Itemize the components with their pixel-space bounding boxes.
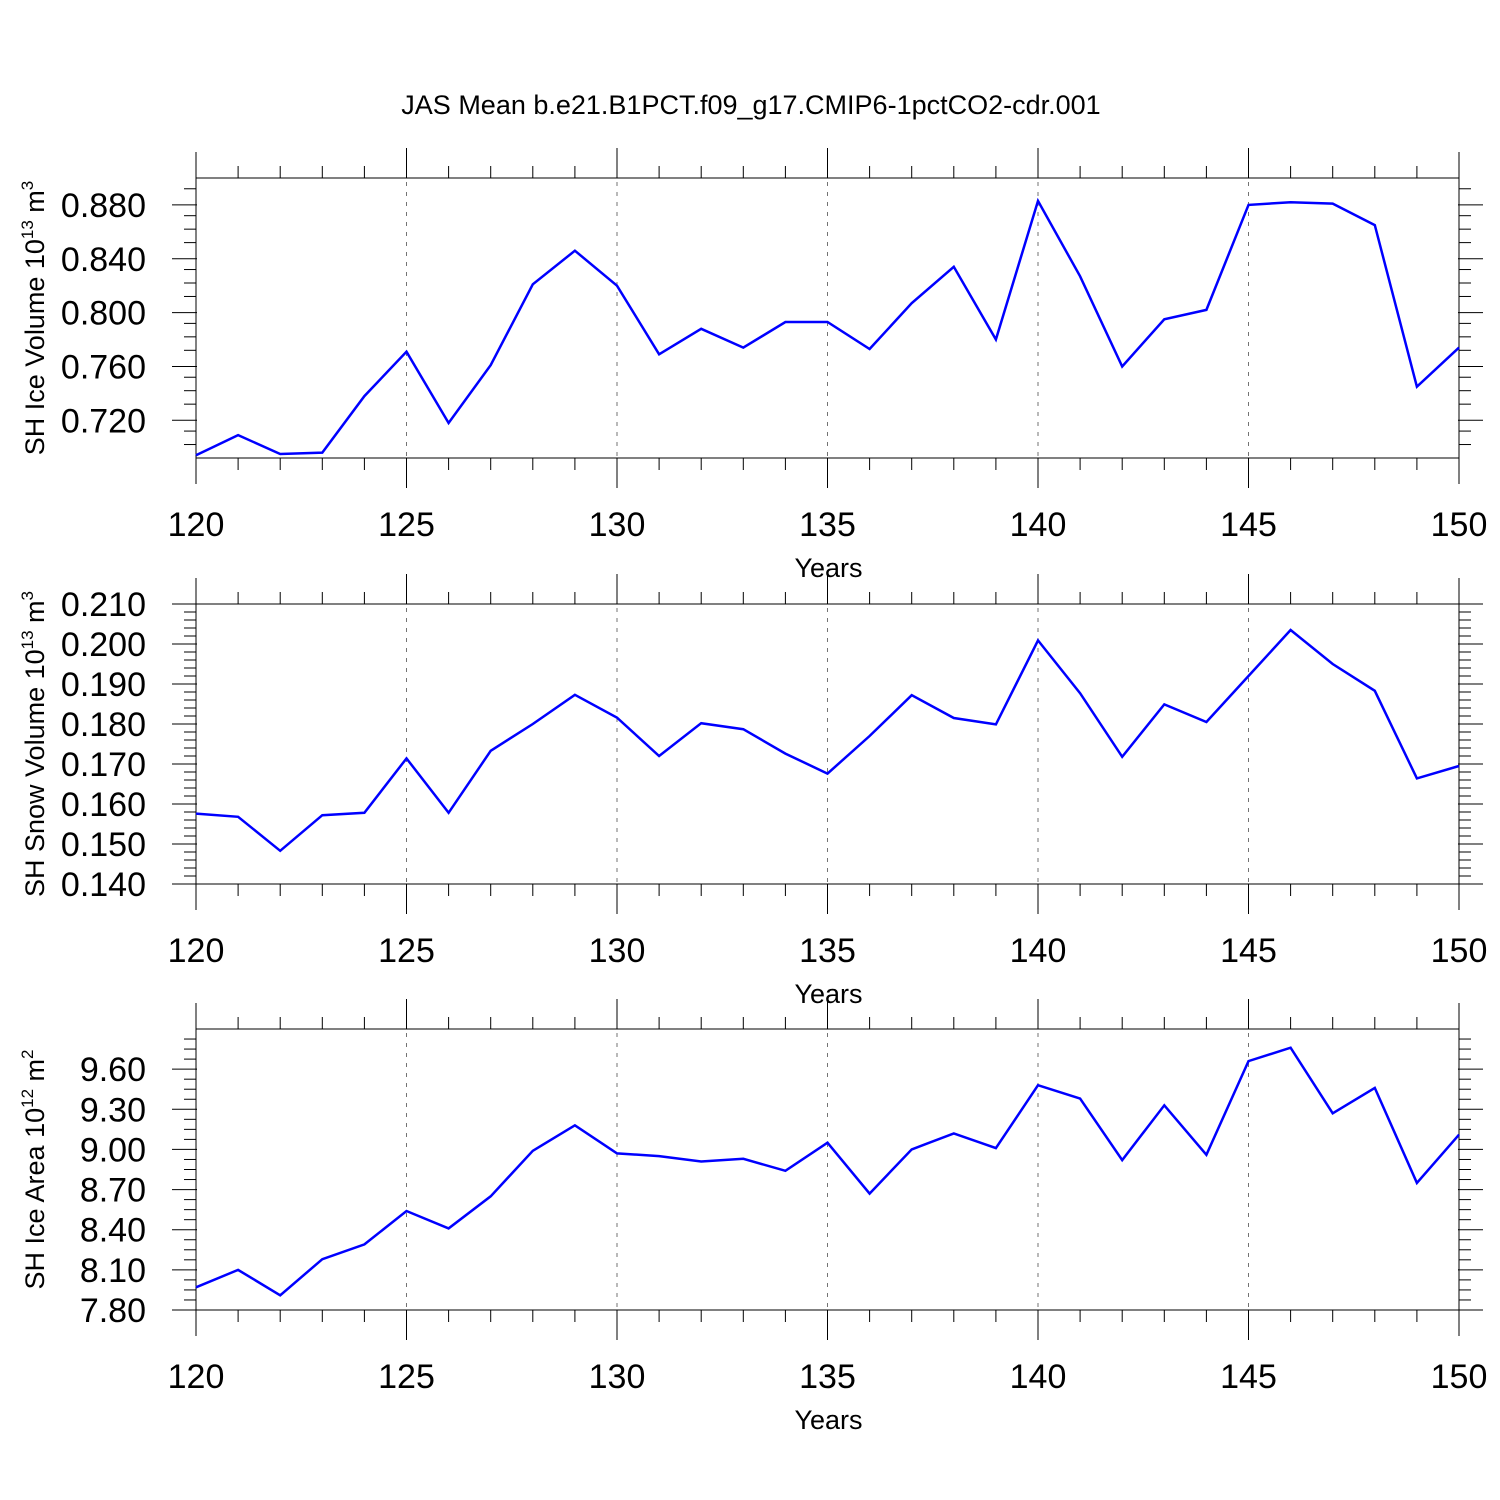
x-tick-label: 125	[378, 932, 435, 970]
x-axis-label: Years	[794, 553, 862, 583]
chart-title: JAS Mean b.e21.B1PCT.f09_g17.CMIP6-1pctC…	[401, 90, 1100, 120]
y-tick-label: 0.200	[61, 626, 146, 664]
x-tick-label: 150	[1431, 932, 1488, 970]
y-tick-label: 0.170	[61, 746, 146, 784]
y-axis-label: SH Ice Area 1012 m2	[18, 1050, 50, 1290]
x-tick-label: 140	[1010, 932, 1067, 970]
x-axis-label: Years	[794, 1405, 862, 1435]
series-line-sh-ice-volume	[195, 197, 1460, 457]
y-tick-label: 0.160	[61, 786, 146, 824]
x-tick-label: 140	[1010, 1358, 1067, 1396]
x-tick-label: 135	[799, 1358, 856, 1396]
y-axis-label-mid: m	[20, 190, 50, 220]
x-tick-label: 145	[1220, 506, 1277, 544]
x-tick-label: 150	[1431, 1358, 1488, 1396]
y-tick-label: 8.70	[80, 1172, 146, 1210]
x-tick-label: 150	[1431, 506, 1488, 544]
y-axis-label-main: SH Ice Area 10	[20, 1108, 50, 1290]
x-tick-label: 120	[168, 506, 225, 544]
x-tick-label: 130	[589, 932, 646, 970]
y-tick-label: 0.800	[61, 295, 146, 333]
x-tick-label: 135	[799, 932, 856, 970]
y-tick-label: 0.210	[61, 586, 146, 624]
y-axis-label-main: SH Ice Volume 10	[20, 239, 50, 455]
y-axis-label: SH Ice Volume 1013 m3	[18, 181, 50, 456]
chart-panel-sh-ice-area: 120 125 130 135 140 145 150 Years 7.808.108.408.…	[18, 999, 1487, 1435]
x-axis-label: Years	[794, 979, 862, 1009]
x-tick-label: 145	[1220, 1358, 1277, 1396]
x-tick-label: 120	[168, 932, 225, 970]
x-tick-label: 130	[589, 506, 646, 544]
series-line-sh-snow-volume	[195, 628, 1460, 853]
y-tick-label: 0.720	[61, 402, 146, 440]
y-axis-label-exp2: 2	[18, 1050, 37, 1059]
x-tick-label: 145	[1220, 932, 1277, 970]
chart-panel-sh-ice-volume: 120 125 130 135 140 145 150 Years 0.720 0.760 0.80…	[18, 148, 1487, 583]
series-line-sh-ice-area	[195, 1046, 1460, 1297]
y-tick-label: 0.180	[61, 706, 146, 744]
y-axis-label-mid: m	[20, 600, 50, 630]
y-tick-label: 0.880	[61, 187, 146, 225]
y-axis-label-exp1: 13	[18, 220, 37, 239]
x-tick-label: 125	[378, 506, 435, 544]
x-tick-label: 125	[378, 1358, 435, 1396]
y-tick-label: 8.10	[80, 1252, 146, 1290]
y-axis-label-main: SH Snow Volume 10	[20, 649, 50, 897]
y-axis-label-exp2: 3	[18, 181, 37, 190]
y-tick-label: 9.00	[80, 1131, 146, 1169]
x-tick-label: 130	[589, 1358, 646, 1396]
x-tick-label: 120	[168, 1358, 225, 1396]
y-tick-label: 0.140	[61, 866, 146, 904]
y-axis-label-exp2: 3	[18, 591, 37, 600]
y-axis-label-exp1: 13	[18, 630, 37, 649]
y-tick-label: 9.30	[80, 1091, 146, 1129]
x-tick-label: 135	[799, 506, 856, 544]
y-tick-label: 0.150	[61, 826, 146, 864]
x-tick-label: 140	[1010, 506, 1067, 544]
y-tick-label: 0.840	[61, 241, 146, 279]
y-tick-label: 8.40	[80, 1212, 146, 1250]
chart-panel-sh-snow-volume: 120 125 130 135 140 145 150 Years 0.1400.1500.16…	[18, 574, 1487, 1009]
y-tick-label: 0.760	[61, 348, 146, 386]
y-tick-label: 0.190	[61, 666, 146, 704]
y-axis-label-exp1: 12	[18, 1089, 37, 1108]
y-axis-label-mid: m	[20, 1059, 50, 1089]
y-axis-label: SH Snow Volume 1013 m3	[18, 591, 50, 897]
y-tick-label: 9.60	[80, 1051, 146, 1089]
y-tick-label: 7.80	[80, 1292, 146, 1330]
